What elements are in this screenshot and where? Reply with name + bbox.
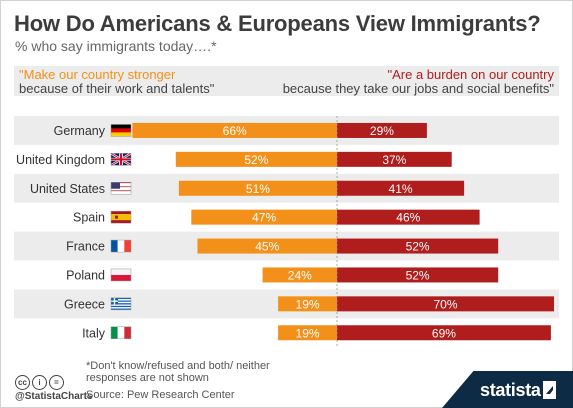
bar-burden-label: 41% [389, 182, 413, 196]
cc-icon: cc [15, 375, 30, 390]
bar-burden [337, 325, 551, 341]
category-label: Poland [66, 268, 105, 282]
legend-stronger-line2: because of their work and talents" [19, 81, 215, 96]
bar-stronger [132, 122, 337, 138]
category-label: Greece [64, 297, 105, 311]
legend-burden-line2: because they take our jobs and social be… [282, 81, 554, 96]
flag-italy-icon [110, 326, 132, 339]
legend-stronger-line1: "Make our country stronger [19, 67, 176, 82]
bar-stronger [262, 267, 337, 283]
chart-subtitle: % who say immigrants today….* [15, 38, 217, 54]
flag-france-icon [110, 239, 132, 253]
bar-burden [337, 209, 480, 225]
brand-logo[interactable]: statista [480, 380, 541, 400]
bar-stronger-label: 19% [296, 297, 320, 311]
bar-stronger [197, 238, 337, 254]
flag-spain-icon [110, 210, 132, 224]
flag-greece-icon [110, 297, 132, 311]
by-icon: i [32, 375, 47, 390]
bar-burden [337, 296, 554, 312]
category-label: Spain [73, 211, 105, 225]
source-note: Source: Pew Research Center [86, 389, 235, 401]
bar-stronger-label: 19% [296, 326, 320, 340]
bar-stronger-label: 51% [246, 182, 270, 196]
category-label: Italy [82, 326, 106, 340]
bar-burden-label: 46% [396, 211, 420, 225]
bar-stronger-label: 45% [255, 240, 279, 254]
bar-burden-label: 52% [406, 240, 430, 254]
bar-burden-label: 29% [370, 124, 394, 138]
bar-burden [337, 180, 465, 196]
bar-stronger [278, 296, 337, 312]
bar-stronger [175, 151, 337, 167]
bar-burden-label: 69% [432, 326, 456, 340]
flag-poland-icon [110, 268, 132, 282]
social-handle: @StatistaCharts [15, 391, 93, 402]
bar-stronger-label: 24% [288, 268, 312, 282]
bar-burden [337, 267, 499, 283]
bar-stronger [178, 180, 337, 196]
legend-burden-line1: "Are a burden on our country [387, 67, 555, 82]
category-label: France [66, 240, 105, 254]
legend-stronger: "Make our country stronger because of th… [19, 68, 214, 96]
bar-burden [337, 122, 427, 138]
bar-stronger [191, 209, 337, 225]
bar-stronger [278, 325, 337, 341]
nd-icon: = [49, 375, 64, 390]
category-label: Germany [54, 124, 106, 138]
bar-burden-label: 70% [433, 297, 457, 311]
category-label: United Kingdom [16, 153, 105, 167]
bar-stronger-label: 52% [244, 153, 268, 167]
bar-burden-label: 37% [382, 153, 406, 167]
legend-band [14, 66, 559, 96]
legend-burden: "Are a burden on our country because the… [283, 68, 554, 96]
category-label: United States [30, 182, 105, 196]
bar-burden [337, 151, 452, 167]
footnote: *Don't know/refused and both/ neither re… [86, 360, 270, 384]
flag-united-kingdom-icon [110, 152, 132, 167]
bar-burden [337, 238, 499, 254]
flag-united-states-icon [110, 182, 132, 195]
bar-stronger-label: 66% [223, 124, 247, 138]
license-icons: cc i = [15, 372, 66, 390]
brand-mark-icon [543, 381, 556, 399]
bar-burden-label: 52% [406, 268, 430, 282]
flag-germany-icon [110, 124, 132, 137]
chart-title: How Do Americans & Europeans View Immigr… [14, 11, 541, 36]
bar-stronger-label: 47% [252, 211, 276, 225]
